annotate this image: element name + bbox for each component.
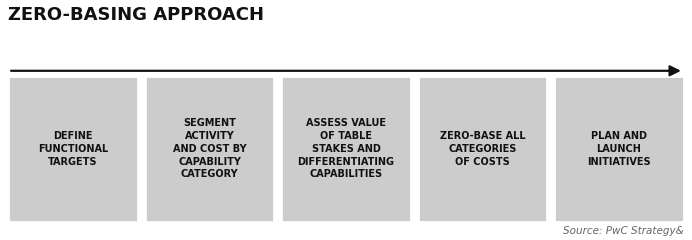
- Bar: [418, 76, 547, 222]
- Text: ZERO-BASE ALL
CATEGORIES
OF COSTS: ZERO-BASE ALL CATEGORIES OF COSTS: [439, 131, 525, 167]
- Bar: [554, 76, 684, 222]
- Bar: [8, 76, 138, 222]
- Text: DEFINE
FUNCTIONAL
TARGETS: DEFINE FUNCTIONAL TARGETS: [38, 131, 108, 167]
- Text: Source: PwC Strategy&: Source: PwC Strategy&: [563, 226, 684, 236]
- Text: ZERO-BASING APPROACH: ZERO-BASING APPROACH: [8, 6, 264, 24]
- Text: ASSESS VALUE
OF TABLE
STAKES AND
DIFFERENTIATING
CAPABILITIES: ASSESS VALUE OF TABLE STAKES AND DIFFERE…: [298, 118, 394, 179]
- Bar: [145, 76, 274, 222]
- Text: PLAN AND
LAUNCH
INITIATIVES: PLAN AND LAUNCH INITIATIVES: [587, 131, 650, 167]
- Bar: [281, 76, 411, 222]
- Text: SEGMENT
ACTIVITY
AND COST BY
CAPABILITY
CATEGORY: SEGMENT ACTIVITY AND COST BY CAPABILITY …: [173, 118, 246, 179]
